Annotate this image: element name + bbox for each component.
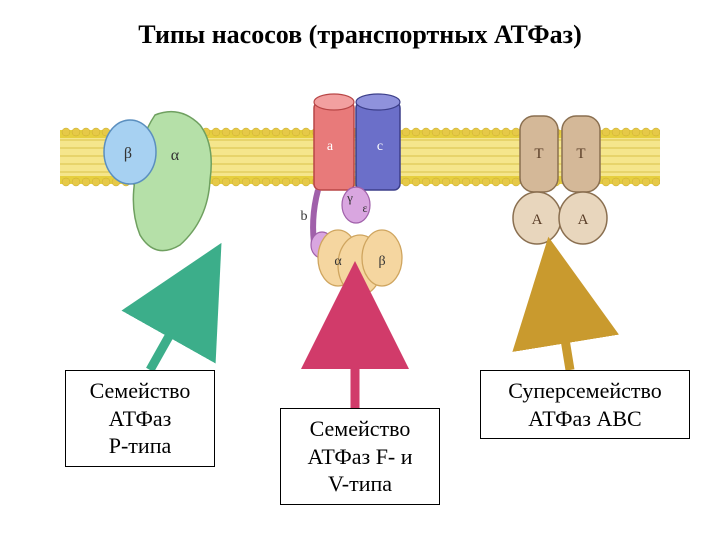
atpase-diagram: β α a c b γ ε δ α β xyxy=(60,70,660,300)
f-b-label: b xyxy=(301,209,308,224)
f-a-label: a xyxy=(327,139,334,154)
label-abc: СуперсемействоАТФаз ABC xyxy=(480,370,690,439)
f-c-label: c xyxy=(377,139,383,154)
p-beta-label: β xyxy=(124,145,132,162)
label-f-v-type: СемействоАТФаз F- иV-типа xyxy=(280,408,440,505)
abc-t2-label: T xyxy=(576,146,585,162)
f-beta-label: β xyxy=(378,254,385,269)
f-gamma-label: γ xyxy=(346,190,353,205)
diagram-svg: β α a c b γ ε δ α β xyxy=(60,70,660,300)
abc-t1-label: T xyxy=(534,146,543,162)
arrow-abc xyxy=(557,290,570,370)
p-type-protein: β α xyxy=(104,112,211,251)
arrow-p-type xyxy=(150,290,195,370)
p-alpha-label: α xyxy=(171,147,180,164)
f-type-protein: a c b γ ε δ α β xyxy=(301,94,403,295)
abc-a1-label: A xyxy=(532,212,543,228)
f-eps-label: ε xyxy=(362,201,367,215)
label-p-type: СемействоАТФазР-типа xyxy=(65,370,215,467)
abc-a2-label: A xyxy=(578,212,589,228)
f-alpha-label: α xyxy=(334,254,342,269)
page-title: Типы насосов (транспортных АТФаз) xyxy=(0,20,720,50)
